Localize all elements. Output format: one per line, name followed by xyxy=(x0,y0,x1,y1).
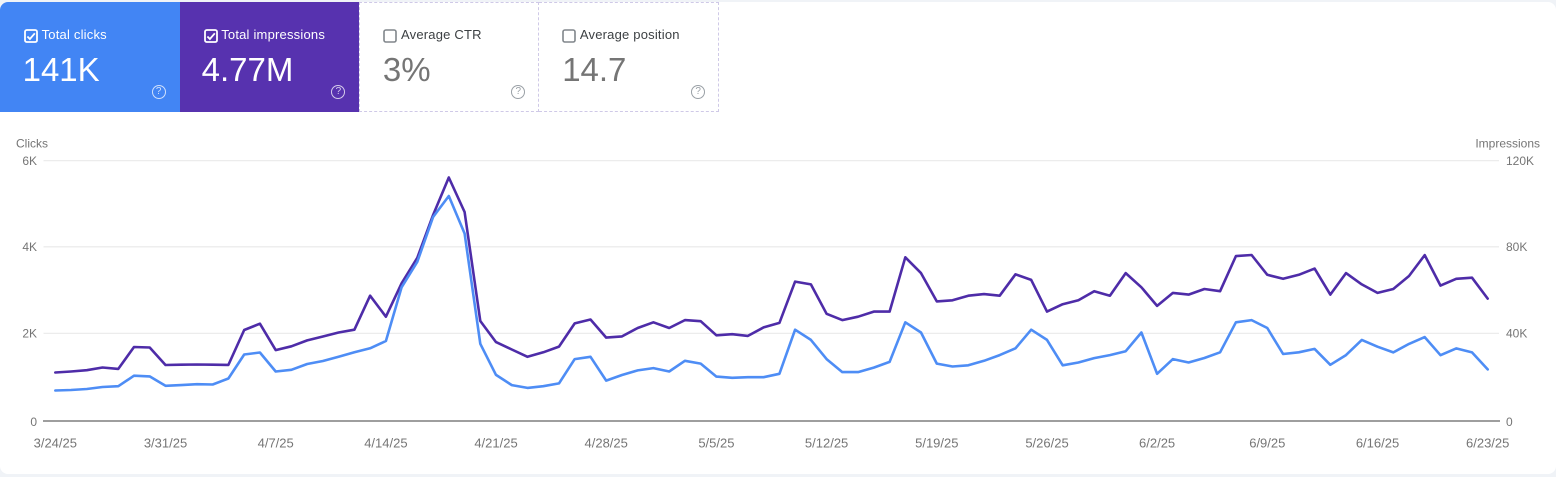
svg-text:3/24/25: 3/24/25 xyxy=(34,436,77,451)
svg-text:40K: 40K xyxy=(1506,327,1527,341)
svg-text:4/14/25: 4/14/25 xyxy=(364,436,407,451)
svg-text:4/21/25: 4/21/25 xyxy=(474,436,517,451)
svg-text:6/16/25: 6/16/25 xyxy=(1356,436,1399,451)
svg-text:2K: 2K xyxy=(22,327,37,341)
svg-text:3/31/25: 3/31/25 xyxy=(144,436,187,451)
svg-text:5/5/25: 5/5/25 xyxy=(698,436,734,451)
svg-text:Impressions: Impressions xyxy=(1475,137,1540,151)
svg-text:4/28/25: 4/28/25 xyxy=(585,436,628,451)
svg-text:0: 0 xyxy=(30,415,37,429)
svg-text:6K: 6K xyxy=(22,154,37,168)
svg-text:120K: 120K xyxy=(1506,154,1534,168)
svg-text:80K: 80K xyxy=(1506,240,1527,254)
svg-text:0: 0 xyxy=(1506,415,1513,429)
svg-text:6/9/25: 6/9/25 xyxy=(1249,436,1285,451)
svg-text:5/26/25: 5/26/25 xyxy=(1025,436,1068,451)
svg-text:4K: 4K xyxy=(22,240,37,254)
svg-text:6/23/25: 6/23/25 xyxy=(1466,436,1509,451)
svg-text:5/19/25: 5/19/25 xyxy=(915,436,958,451)
svg-text:Clicks: Clicks xyxy=(16,137,48,151)
svg-text:5/12/25: 5/12/25 xyxy=(805,436,848,451)
svg-text:4/7/25: 4/7/25 xyxy=(258,436,294,451)
svg-text:6/2/25: 6/2/25 xyxy=(1139,436,1175,451)
